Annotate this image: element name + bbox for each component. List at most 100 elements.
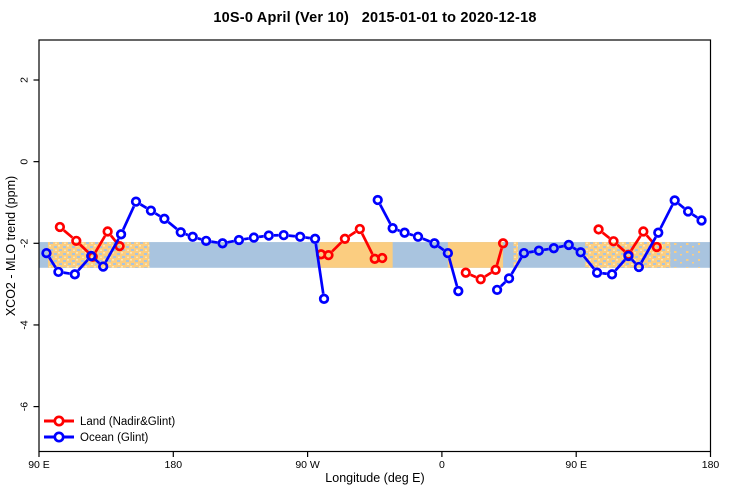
legend-swatch-marker bbox=[53, 431, 65, 443]
series-line bbox=[154, 212, 161, 218]
series-line bbox=[484, 271, 492, 278]
x-tick-label: 90 E bbox=[28, 459, 50, 471]
data-point-marker bbox=[372, 194, 383, 206]
series-line bbox=[77, 258, 89, 272]
data-point-marker bbox=[54, 221, 66, 233]
data-point-marker bbox=[651, 241, 662, 253]
data-point-marker bbox=[187, 231, 198, 242]
data-point-marker bbox=[606, 269, 618, 280]
data-point-marker bbox=[412, 231, 424, 242]
series-line bbox=[63, 271, 70, 275]
land-patch bbox=[447, 242, 504, 268]
x-tick-label: 180 bbox=[165, 459, 183, 471]
data-point-marker bbox=[200, 235, 212, 247]
series-line bbox=[499, 281, 507, 288]
data-point-marker bbox=[233, 234, 245, 246]
series-line bbox=[510, 256, 523, 275]
data-point-marker bbox=[633, 261, 645, 273]
data-point-marker bbox=[608, 236, 619, 247]
series-line bbox=[397, 228, 401, 233]
series-land bbox=[54, 221, 662, 285]
legend-swatch-marker bbox=[53, 415, 65, 427]
x-tick-label: 90 W bbox=[295, 459, 320, 471]
y-tick-label: 2 bbox=[19, 77, 31, 83]
series-line bbox=[677, 202, 685, 210]
series-line bbox=[409, 232, 414, 237]
series-line bbox=[528, 250, 534, 254]
series-line bbox=[640, 236, 657, 264]
data-point-marker bbox=[491, 284, 503, 295]
series-line bbox=[211, 240, 218, 244]
data-point-marker bbox=[429, 238, 440, 249]
legend: Land (Nadir&Glint) Ocean (Glint) bbox=[44, 415, 175, 444]
data-point-marker bbox=[518, 247, 530, 259]
y-tick-label: -2 bbox=[19, 238, 31, 247]
data-point-marker bbox=[339, 233, 351, 244]
plot-frame bbox=[38, 39, 712, 453]
series-line bbox=[109, 234, 118, 243]
series-line bbox=[572, 246, 577, 251]
data-point-marker bbox=[217, 238, 228, 249]
series-line bbox=[167, 221, 178, 231]
data-point-marker bbox=[69, 269, 80, 280]
data-point-marker bbox=[548, 243, 559, 254]
series-line bbox=[691, 213, 698, 219]
x-axis-ticks: 90 E 180 90 W 0 90 E 180 bbox=[28, 451, 720, 471]
data-point-marker bbox=[98, 261, 109, 272]
series-line bbox=[630, 235, 642, 252]
data-point-marker bbox=[387, 223, 398, 234]
series-line bbox=[314, 243, 325, 294]
series-ocean bbox=[41, 194, 707, 304]
data-point-marker bbox=[377, 252, 388, 264]
data-point-marker bbox=[41, 247, 52, 259]
data-point-marker bbox=[263, 230, 274, 241]
data-point-marker bbox=[130, 196, 142, 207]
data-point-marker bbox=[102, 226, 113, 237]
data-point-marker bbox=[309, 233, 321, 244]
legend-label: Land (Nadir&Glint) bbox=[80, 416, 175, 428]
data-point-marker bbox=[248, 232, 260, 243]
y-tick-label: 0 bbox=[19, 159, 31, 165]
series-line bbox=[601, 231, 611, 240]
data-point-marker bbox=[563, 239, 574, 251]
x-tick-label: 180 bbox=[702, 459, 720, 471]
land-patch-texture bbox=[513, 242, 519, 268]
series-line bbox=[48, 256, 57, 269]
series-line bbox=[197, 236, 202, 241]
series-line bbox=[582, 255, 595, 270]
series-line bbox=[631, 258, 637, 265]
y-tick-label: -4 bbox=[19, 320, 31, 329]
series-line bbox=[122, 205, 136, 231]
series-line bbox=[378, 203, 392, 225]
data-point-marker bbox=[503, 273, 515, 284]
series-line bbox=[360, 233, 374, 255]
data-point-marker bbox=[638, 226, 649, 237]
series-line bbox=[139, 203, 148, 210]
series-line bbox=[94, 258, 101, 265]
land-patch-texture bbox=[585, 242, 671, 268]
land-patch-sparse bbox=[671, 242, 701, 268]
series-line bbox=[305, 236, 311, 240]
x-tick-label: 90 E bbox=[565, 459, 587, 471]
data-point-marker bbox=[278, 229, 289, 241]
data-point-marker bbox=[294, 231, 306, 242]
data-point-marker bbox=[460, 267, 471, 278]
data-point-marker bbox=[593, 224, 604, 235]
x-tick-label: 0 bbox=[439, 459, 445, 471]
data-point-marker bbox=[575, 247, 586, 258]
data-point-marker bbox=[354, 223, 365, 235]
data-point-marker bbox=[399, 227, 410, 238]
data-point-marker bbox=[497, 238, 509, 249]
y-axis-label: XCO2 - MLO trend (ppm) bbox=[4, 175, 18, 317]
data-point-marker bbox=[682, 206, 694, 217]
series-line bbox=[447, 257, 459, 287]
data-point-marker bbox=[442, 247, 454, 259]
series-line bbox=[227, 239, 235, 244]
data-point-marker bbox=[490, 264, 501, 275]
series-line bbox=[348, 230, 357, 238]
series-line bbox=[469, 273, 477, 279]
series-line bbox=[104, 238, 120, 263]
data-point-marker bbox=[623, 250, 634, 262]
data-point-marker bbox=[323, 249, 334, 261]
